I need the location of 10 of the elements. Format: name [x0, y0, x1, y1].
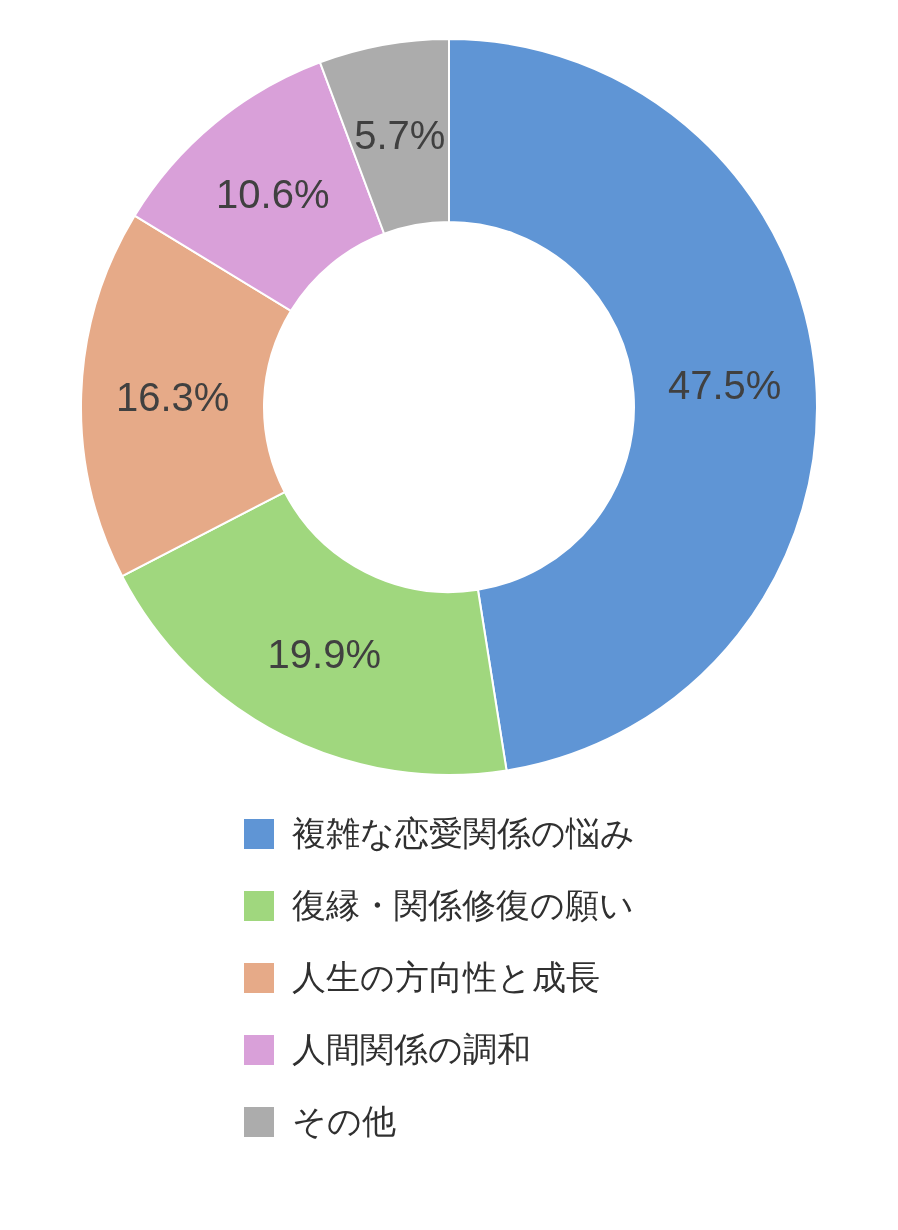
data-label: 19.9% — [267, 631, 381, 676]
data-label: 47.5% — [667, 363, 782, 408]
data-label: 5.7% — [354, 112, 446, 157]
legend-label: 複雑な恋愛関係の悩み — [291, 813, 635, 854]
data-label: 10.6% — [216, 171, 330, 216]
legend-label: 人生の方向性と成長 — [291, 957, 600, 998]
data-label: 16.3% — [115, 375, 230, 420]
legend-label: 人間関係の調和 — [291, 1029, 531, 1070]
legend-label: 復縁・関係修復の願い — [291, 885, 634, 926]
legend-label: その他 — [291, 1101, 396, 1142]
